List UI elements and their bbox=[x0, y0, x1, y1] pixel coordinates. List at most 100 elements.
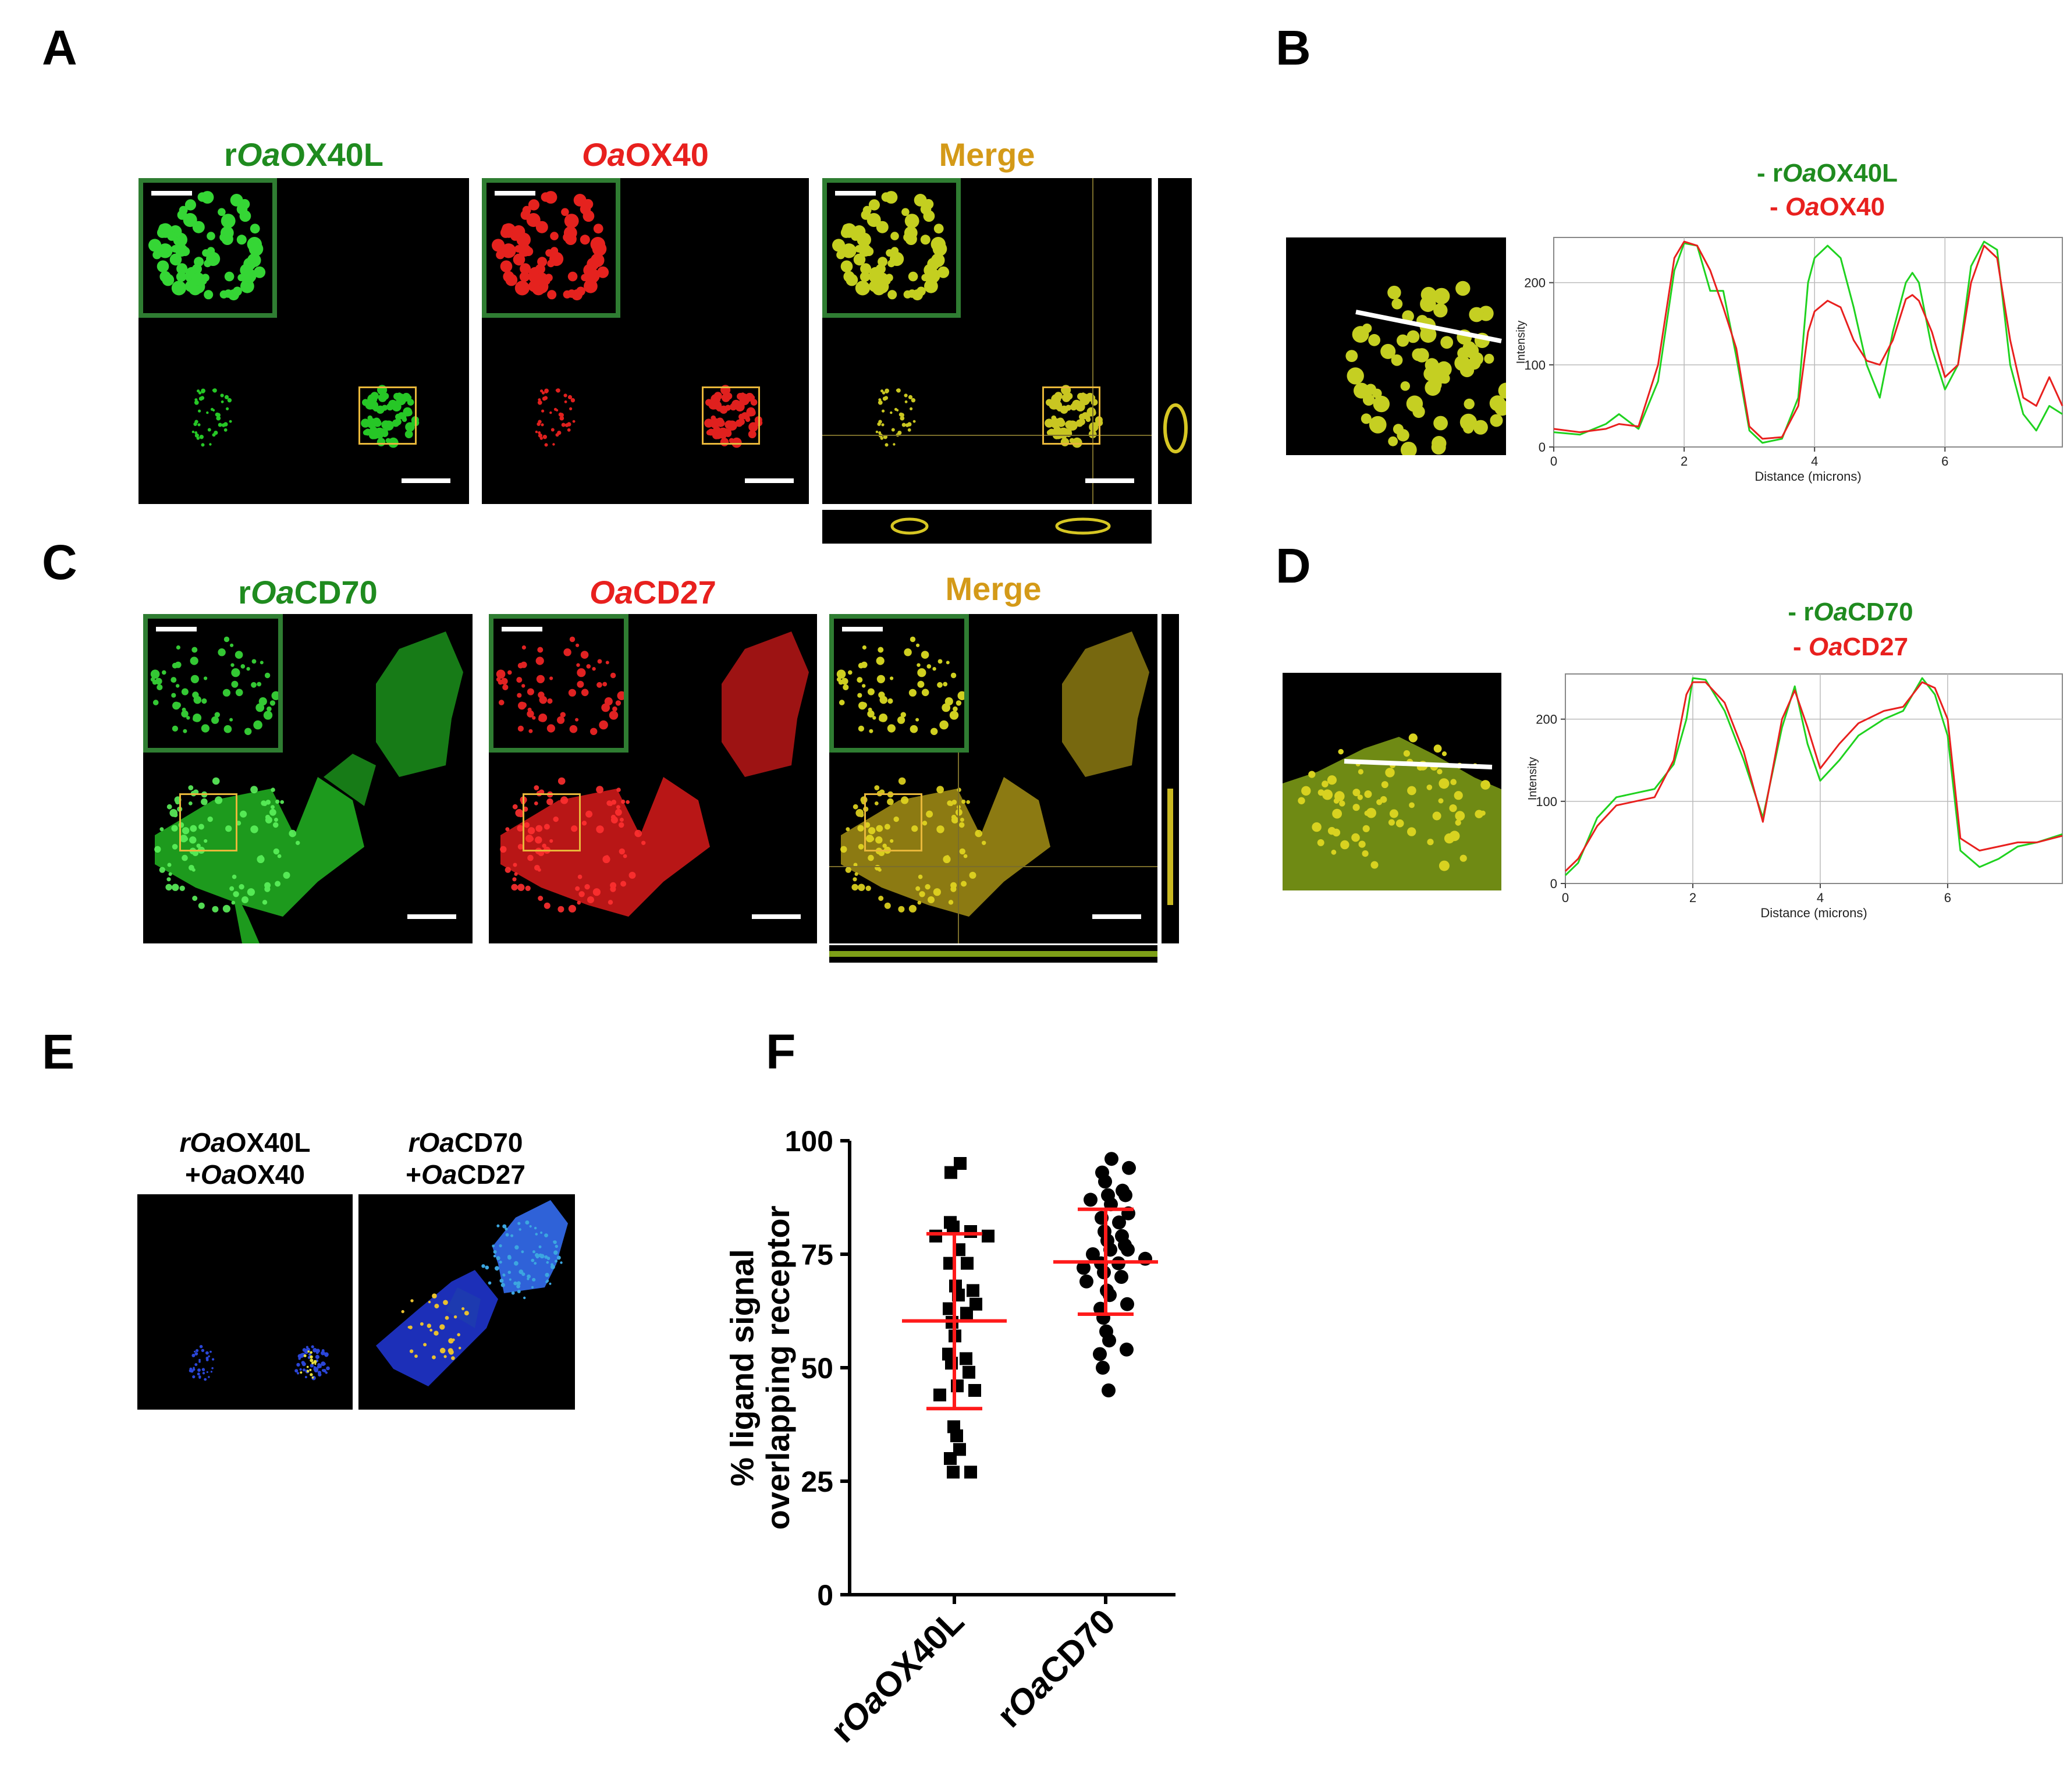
data-point bbox=[947, 1220, 960, 1234]
fluorescence-spot bbox=[904, 648, 912, 657]
fluorescence-spot bbox=[896, 389, 899, 392]
fluorescence-spot bbox=[713, 392, 722, 400]
fluorescence-spot bbox=[223, 725, 232, 733]
fluorescence-spot bbox=[204, 839, 208, 843]
fluorescence-spot bbox=[887, 798, 894, 805]
fluorescence-spot bbox=[300, 1371, 303, 1374]
fluorescence-spot bbox=[534, 1226, 537, 1230]
scale-bar bbox=[1092, 914, 1141, 919]
fluorescence-spot bbox=[215, 412, 219, 417]
fluorescence-spot bbox=[218, 648, 226, 657]
x-tick-label: 6 bbox=[1944, 890, 1951, 905]
fluorescence-spot bbox=[545, 1273, 549, 1278]
fluorescence-spot bbox=[443, 1355, 447, 1358]
fluorescence-spot bbox=[1362, 850, 1369, 857]
data-point bbox=[1077, 1261, 1091, 1275]
fluorescence-spot bbox=[194, 431, 198, 434]
fluorescence-spot bbox=[169, 809, 177, 817]
panel-label-f: F bbox=[766, 1024, 796, 1079]
fluorescence-spot bbox=[370, 392, 379, 400]
fluorescence-spot bbox=[602, 682, 608, 687]
fluorescence-spot bbox=[553, 1250, 558, 1255]
fluorescence-spot bbox=[269, 700, 276, 706]
fluorescence-spot bbox=[152, 679, 158, 685]
fluorescence-spot bbox=[231, 668, 240, 677]
fluorescence-spot bbox=[505, 827, 510, 832]
fluorescence-spot bbox=[882, 843, 887, 848]
fluorescence-spot bbox=[210, 1371, 212, 1373]
fluorescence-spot bbox=[881, 423, 885, 427]
fluorescence-spot bbox=[946, 855, 950, 859]
fluorescence-spot bbox=[557, 716, 565, 724]
data-point bbox=[1112, 1215, 1126, 1230]
fluorescence-spot bbox=[580, 235, 590, 245]
fluorescence-spot bbox=[917, 668, 926, 677]
fluorescence-spot bbox=[846, 274, 858, 286]
zoom-inset bbox=[143, 614, 283, 753]
fluorescence-spot bbox=[258, 697, 267, 706]
scale-bar bbox=[1085, 478, 1134, 483]
fluorescence-spot bbox=[1454, 355, 1471, 371]
fluorescence-spot bbox=[547, 698, 553, 704]
fluorescence-spot bbox=[534, 785, 539, 790]
fluorescence-spot bbox=[858, 883, 865, 891]
fluorescence-spot bbox=[890, 251, 904, 266]
fluorescence-spot bbox=[246, 667, 250, 671]
fluorescence-spot bbox=[1065, 420, 1074, 430]
y-tick-label: 100 bbox=[785, 1125, 833, 1158]
fluorescence-spot bbox=[191, 647, 198, 653]
fluorescence-spot bbox=[191, 1354, 196, 1357]
scale-bar bbox=[842, 627, 883, 631]
fluorescence-spot bbox=[580, 651, 589, 659]
legend-receptor: - OaCD27 bbox=[1711, 634, 1990, 660]
fluorescence-spot bbox=[534, 1262, 537, 1265]
fluorescence-spot bbox=[310, 1351, 312, 1354]
fluorescence-spot bbox=[260, 855, 264, 859]
fluorescence-spot bbox=[918, 874, 923, 879]
title-part: Merge bbox=[945, 570, 1042, 607]
fluorescence-spot bbox=[544, 390, 548, 393]
fluorescence-spot bbox=[596, 682, 602, 688]
fluorescence-spot bbox=[364, 428, 371, 436]
line-scan-image-b bbox=[1286, 237, 1506, 455]
fluorescence-spot bbox=[853, 863, 858, 867]
fluorescence-spot bbox=[152, 250, 162, 260]
zoom-inset bbox=[489, 614, 628, 753]
fluorescence-spot bbox=[887, 724, 896, 733]
plot-frame bbox=[1565, 673, 2063, 884]
fluorescence-spot bbox=[1354, 382, 1370, 399]
fluorescence-spot bbox=[381, 420, 390, 430]
fluorescence-spot bbox=[937, 659, 943, 664]
scale-bar bbox=[835, 191, 876, 196]
fluorescence-spot bbox=[537, 400, 542, 405]
fluorescence-spot bbox=[207, 816, 213, 822]
fluorescence-spot bbox=[207, 428, 211, 432]
x-tick-label: 4 bbox=[1817, 890, 1824, 905]
fluorescence-spot bbox=[953, 706, 958, 712]
fluorescence-spot bbox=[493, 1250, 497, 1254]
fluorescence-spot bbox=[1361, 413, 1372, 424]
data-point bbox=[1118, 1188, 1132, 1202]
fluorescence-spot bbox=[898, 777, 906, 785]
fluorescence-spot bbox=[191, 264, 202, 274]
fluorescence-spot bbox=[168, 872, 172, 876]
fluorescence-spot bbox=[956, 700, 962, 706]
fluorescence-spot bbox=[882, 391, 886, 395]
y-tick-label: 25 bbox=[801, 1465, 833, 1498]
fluorescence-spot bbox=[158, 243, 173, 258]
fluorescence-spot bbox=[542, 435, 547, 439]
title-part: + bbox=[185, 1159, 201, 1190]
fluorescence-spot bbox=[192, 896, 198, 901]
fluorescence-spot bbox=[513, 863, 517, 867]
fluorescence-spot bbox=[713, 401, 722, 410]
fluorescence-spot bbox=[439, 1347, 446, 1354]
fluorescence-spot bbox=[513, 1281, 517, 1286]
x-tick-label: 2 bbox=[1689, 890, 1696, 905]
fluorescence-spot bbox=[309, 1368, 312, 1371]
fluorescence-spot bbox=[1463, 423, 1474, 434]
fluorescence-spot bbox=[549, 839, 553, 843]
fluorescence-spot bbox=[240, 664, 246, 669]
fluorescence-spot bbox=[878, 850, 885, 856]
legend-ligand: - rOaOX40L bbox=[1688, 161, 1967, 186]
fluorescence-spot bbox=[544, 824, 550, 830]
